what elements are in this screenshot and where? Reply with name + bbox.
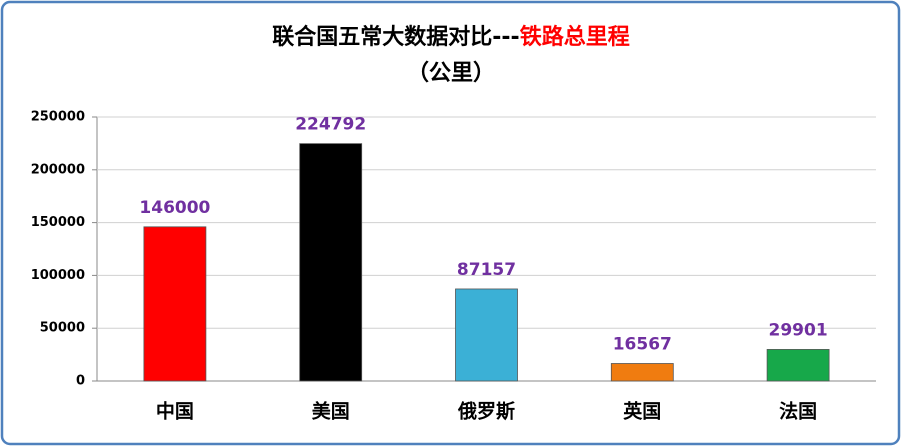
value-label: 16567 [613, 335, 672, 355]
x-tick-label: 俄罗斯 [457, 400, 515, 423]
chart-title: 联合国五常大数据对比---铁路总里程 [272, 24, 629, 50]
bar [610, 363, 674, 382]
value-label: 224792 [295, 115, 366, 135]
y-tick-label: 100000 [31, 268, 85, 283]
y-tick-label: 200000 [31, 162, 85, 177]
x-tick-label: 法国 [779, 400, 817, 423]
bar [766, 349, 830, 382]
title-highlight: 铁路总里程 [520, 24, 630, 50]
value-label: 87157 [457, 260, 516, 280]
bar [455, 288, 518, 382]
bar [299, 143, 363, 382]
x-tick-label: 中国 [156, 400, 194, 423]
bar [143, 226, 207, 382]
y-tick-label: 50000 [40, 321, 85, 336]
x-tick-label: 英国 [623, 400, 661, 423]
x-tick-label: 美国 [312, 400, 350, 423]
title-main: 联合国五常大数据对比--- [272, 24, 519, 50]
value-label: 29901 [769, 320, 828, 340]
chart-subtitle: （公里） [407, 61, 495, 86]
y-tick-label: 250000 [31, 110, 85, 125]
y-tick-label: 0 [76, 374, 85, 389]
value-label: 146000 [139, 198, 210, 218]
y-tick-label: 150000 [31, 215, 85, 230]
